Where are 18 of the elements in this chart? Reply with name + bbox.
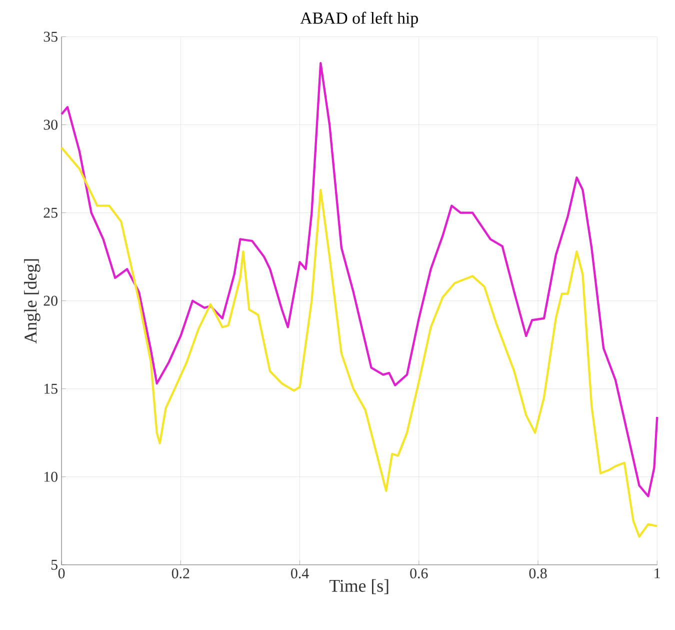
chart-title: ABAD of left hip	[300, 12, 418, 28]
x-axis-title: Time [s]	[329, 579, 388, 594]
y-tick-label: 10	[44, 472, 58, 482]
y-tick-label: 30	[44, 120, 58, 130]
line-series	[60, 146, 658, 538]
y-tick-label: 5	[51, 560, 58, 570]
x-tick-label: 0.8	[529, 568, 547, 578]
y-tick-label: 15	[44, 384, 58, 394]
x-tick-label: 0.4	[291, 568, 309, 578]
x-tick-label: 0.6	[410, 568, 428, 578]
y-tick-label: 25	[44, 208, 58, 218]
x-tick-label: 1	[654, 568, 660, 578]
y-tick-label: 35	[44, 32, 58, 42]
y-axis-title: Angle [deg]	[24, 259, 40, 344]
line-series	[60, 62, 658, 498]
y-tick-label: 20	[44, 296, 58, 306]
x-tick-label: 0.2	[172, 568, 190, 578]
x-tick-label: 0	[58, 568, 65, 578]
